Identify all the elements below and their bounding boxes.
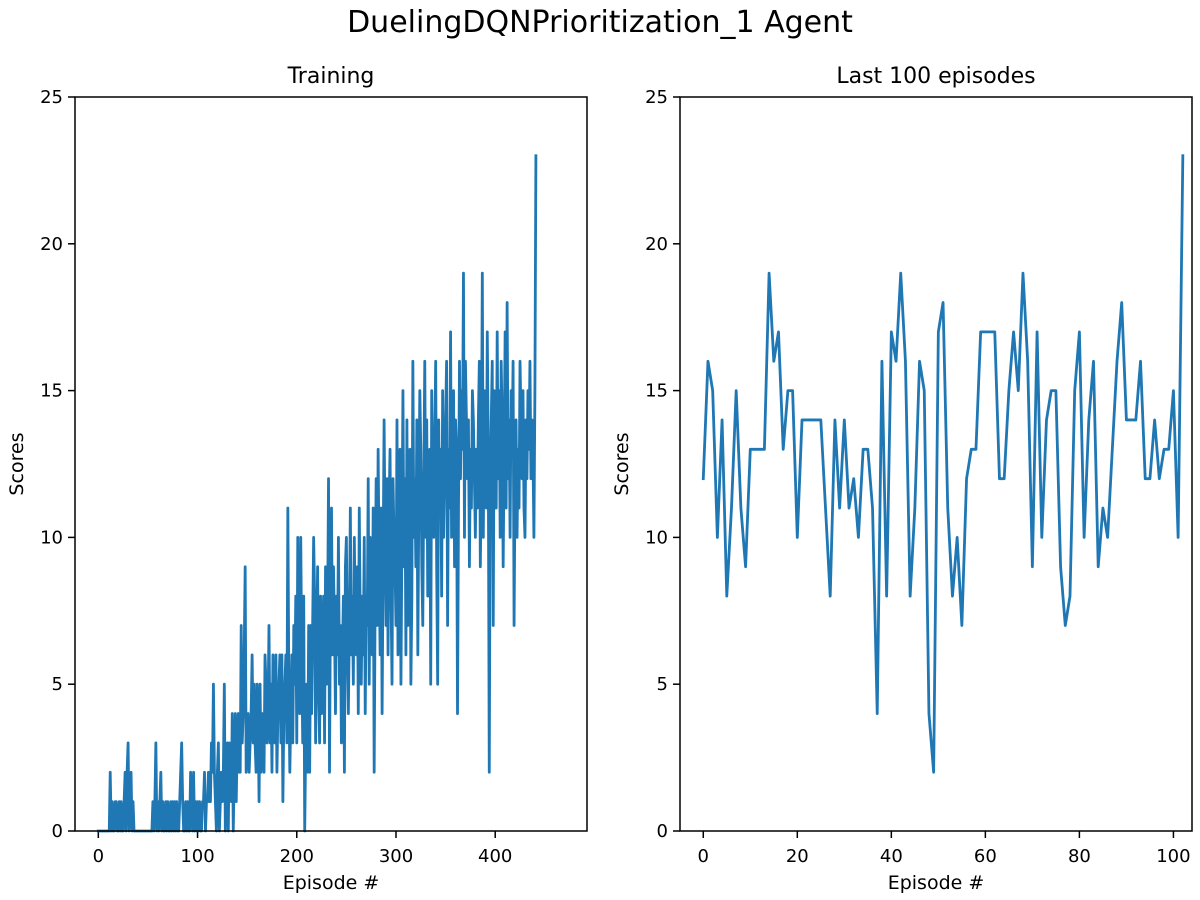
last-100-x-tick-label: 40 [880, 846, 903, 867]
last-100-x-tick-label: 20 [786, 846, 809, 867]
last-100-y-tick-label: 15 [645, 381, 668, 402]
training-x-tick-label: 200 [280, 846, 314, 867]
training-chart-title: Training [287, 64, 375, 89]
training-x-tick-label: 100 [180, 846, 214, 867]
last-100-chart: Last 100 episodes 0 20 40 60 80 100 0 5 10 15 20 2… [611, 64, 1193, 894]
training-x-tick-label: 400 [478, 846, 512, 867]
training-x-ticks: 0 100 200 300 400 [93, 831, 512, 867]
training-y-tick-label: 15 [40, 381, 63, 402]
training-x-tick-label: 300 [379, 846, 413, 867]
last-100-y-tick-label: 5 [657, 674, 668, 695]
training-x-axis-label: Episode # [283, 872, 380, 894]
last-100-y-tick-label: 10 [645, 527, 668, 548]
last-100-y-tick-label: 0 [657, 821, 668, 842]
last-100-x-tick-label: 80 [1068, 846, 1091, 867]
last-100-y-tick-label: 25 [645, 87, 668, 108]
last-100-y-ticks: 0 5 10 15 20 25 [645, 87, 680, 842]
last-100-x-tick-label: 60 [974, 846, 997, 867]
last-100-plot-frame [679, 96, 1193, 832]
last-100-x-ticks: 0 20 40 60 80 100 [698, 831, 1191, 867]
training-y-tick-label: 20 [40, 234, 63, 255]
training-score-line [96, 154, 538, 833]
training-y-axis-label: Scores [6, 432, 28, 495]
training-plot-frame [74, 96, 588, 832]
last-100-x-tick-label: 0 [698, 846, 709, 867]
last-100-y-axis-label: Scores [611, 432, 633, 495]
training-x-tick-label: 0 [93, 846, 104, 867]
training-y-tick-label: 5 [52, 674, 63, 695]
last-100-y-tick-label: 20 [645, 234, 668, 255]
last-100-x-tick-label: 100 [1156, 846, 1190, 867]
training-y-tick-label: 10 [40, 527, 63, 548]
training-y-tick-label: 25 [40, 87, 63, 108]
last-100-x-axis-label: Episode # [888, 872, 985, 894]
last-100-chart-title: Last 100 episodes [836, 64, 1035, 89]
figure-title: DuelingDQNPrioritization_1 Agent [347, 5, 853, 40]
training-y-ticks: 0 5 10 15 20 25 [40, 87, 75, 842]
last-100-score-line [701, 154, 1185, 774]
training-y-tick-label: 0 [52, 821, 63, 842]
training-chart: Training 0 100 200 300 400 0 5 10 15 20 25 Episod… [6, 64, 588, 894]
